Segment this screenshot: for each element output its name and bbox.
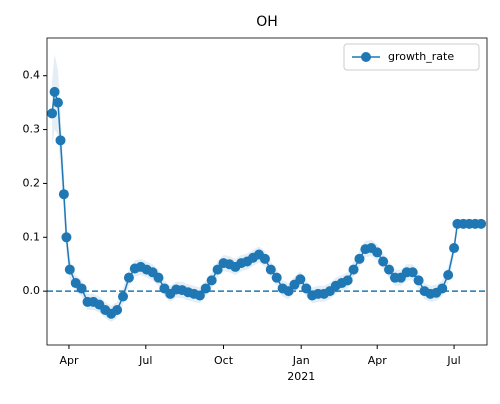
data-point <box>413 275 424 286</box>
chart-title: OH <box>256 14 278 30</box>
legend: growth_rate <box>343 43 480 71</box>
x-tick-label: Apr <box>59 354 79 367</box>
data-point <box>118 291 129 302</box>
legend-marker <box>361 52 371 62</box>
x-tick-label: Apr <box>368 354 388 367</box>
data-point <box>259 253 270 264</box>
data-point <box>342 275 353 286</box>
data-point <box>153 272 164 283</box>
data-point <box>348 264 359 275</box>
data-point <box>301 283 312 294</box>
data-point <box>437 283 448 294</box>
legend-label: growth_rate <box>388 50 454 63</box>
data-point <box>384 264 395 275</box>
data-point <box>194 290 205 301</box>
data-point <box>112 304 123 315</box>
data-point <box>52 97 63 108</box>
x-tick-label: Jan <box>292 354 310 367</box>
data-point <box>200 283 211 294</box>
x-tick-label: Jul <box>138 354 152 367</box>
data-point <box>476 218 487 229</box>
y-tick-label: 0.1 <box>23 230 41 243</box>
data-point <box>64 264 75 275</box>
data-point <box>283 286 294 297</box>
data-point <box>271 272 282 283</box>
data-point <box>76 283 87 294</box>
y-tick-label: 0.2 <box>23 176 41 189</box>
data-point <box>212 264 223 275</box>
y-tick-label: 0.3 <box>23 123 41 136</box>
data-point <box>443 269 454 280</box>
x-tick-label: Oct <box>214 354 234 367</box>
y-tick-label: 0.0 <box>23 284 41 297</box>
data-point <box>206 275 217 286</box>
plot-frame <box>46 37 488 346</box>
data-point <box>372 247 383 258</box>
data-point <box>354 253 365 264</box>
x-tick-label: Jul <box>446 354 460 367</box>
data-point <box>55 135 66 146</box>
data-point <box>295 274 306 285</box>
x-year-label: 2021 <box>287 370 315 383</box>
data-point <box>49 86 60 97</box>
data-point <box>61 232 72 243</box>
data-point <box>58 189 69 200</box>
data-point <box>378 256 389 267</box>
y-tick-label: 0.4 <box>23 69 41 82</box>
data-point <box>47 108 58 119</box>
data-point <box>265 264 276 275</box>
data-point <box>449 243 460 254</box>
legend-box <box>343 43 480 71</box>
data-point <box>407 267 418 278</box>
data-point <box>123 272 134 283</box>
